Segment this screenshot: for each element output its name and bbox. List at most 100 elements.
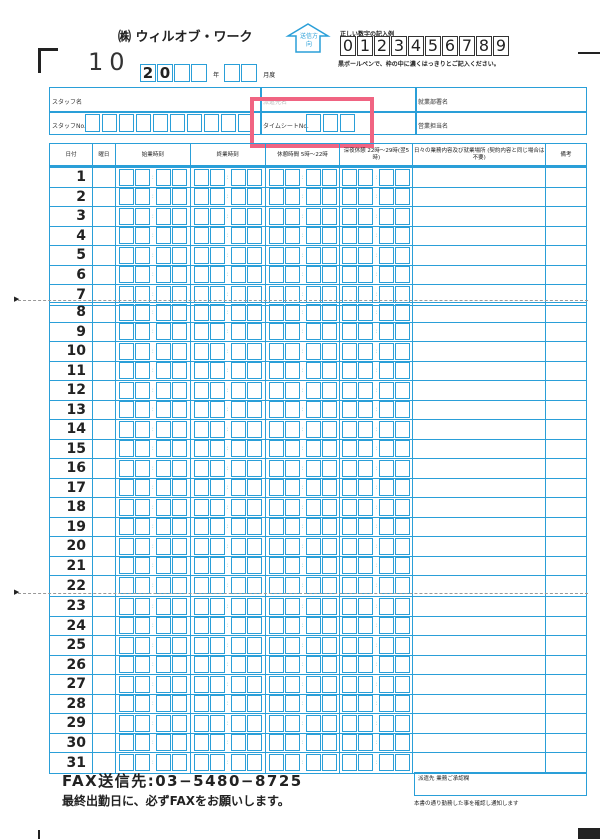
minute-box[interactable] [155,557,171,575]
hour-box[interactable] [193,362,209,380]
minute-box[interactable] [246,754,262,772]
hour-box[interactable] [284,675,300,693]
hour-box[interactable] [209,420,225,438]
weekday-cell[interactable] [93,361,116,380]
minute-box[interactable] [230,266,246,284]
hour-box[interactable] [118,381,134,399]
hour-box[interactable] [342,597,358,615]
remarks-cell[interactable] [546,207,586,226]
hour-box[interactable] [342,362,358,380]
hour-box[interactable] [358,754,374,772]
hour-box[interactable] [193,401,209,419]
hour-box[interactable] [268,617,284,635]
weekday-cell[interactable] [93,381,116,400]
minute-box[interactable] [171,537,187,555]
hour-box[interactable] [193,617,209,635]
work-details-cell[interactable] [413,265,547,284]
minute-box[interactable] [305,323,321,341]
minute-box[interactable] [379,537,395,555]
work-details-cell[interactable] [413,285,547,305]
minute-box[interactable] [395,303,411,321]
work-details-cell[interactable] [413,322,547,341]
hour-box[interactable] [358,459,374,477]
minute-box[interactable] [379,597,395,615]
minute-box[interactable] [171,656,187,674]
hour-box[interactable] [134,479,150,497]
hour-box[interactable] [118,597,134,615]
hour-box[interactable] [118,266,134,284]
hour-box[interactable] [118,636,134,654]
minute-box[interactable] [305,303,321,321]
minute-box[interactable] [305,479,321,497]
hour-box[interactable] [118,420,134,438]
hour-box[interactable] [284,440,300,458]
hour-box[interactable] [268,714,284,732]
work-details-cell[interactable] [413,342,547,361]
remarks-cell[interactable] [546,734,586,753]
hour-box[interactable] [209,401,225,419]
weekday-cell[interactable] [93,420,116,439]
hour-box[interactable] [358,617,374,635]
work-details-cell[interactable] [413,576,547,596]
minute-box[interactable] [171,420,187,438]
hour-box[interactable] [358,168,374,186]
minute-box[interactable] [321,323,337,341]
minute-box[interactable] [246,577,262,595]
hour-box[interactable] [358,479,374,497]
remarks-cell[interactable] [546,362,586,381]
hour-box[interactable] [134,557,150,575]
minute-box[interactable] [321,362,337,380]
minute-box[interactable] [379,381,395,399]
minute-box[interactable] [155,498,171,516]
minute-box[interactable] [230,246,246,264]
minute-box[interactable] [171,636,187,654]
hour-box[interactable] [342,636,358,654]
weekday-cell[interactable] [93,459,116,478]
remarks-cell[interactable] [546,753,586,773]
year-digit[interactable]: 2 [140,63,156,82]
hour-box[interactable] [268,440,284,458]
hour-box[interactable] [134,518,150,536]
staff-no-digit[interactable] [102,114,117,132]
minute-box[interactable] [395,557,411,575]
hour-box[interactable] [209,557,225,575]
minute-box[interactable] [246,518,262,536]
minute-box[interactable] [321,479,337,497]
hour-box[interactable] [268,381,284,399]
minute-box[interactable] [246,597,262,615]
work-details-cell[interactable] [413,675,547,694]
minute-box[interactable] [379,498,395,516]
work-details-cell[interactable] [413,556,547,575]
hour-box[interactable] [134,381,150,399]
minute-box[interactable] [395,597,411,615]
hour-box[interactable] [134,577,150,595]
minute-box[interactable] [155,323,171,341]
hour-box[interactable] [284,557,300,575]
staff-no-digit[interactable] [85,114,100,132]
minute-box[interactable] [305,617,321,635]
hour-box[interactable] [358,695,374,713]
minute-box[interactable] [395,401,411,419]
minute-box[interactable] [305,537,321,555]
minute-box[interactable] [305,577,321,595]
weekday-cell[interactable] [93,322,116,341]
hour-box[interactable] [268,303,284,321]
work-details-cell[interactable] [413,616,547,635]
remarks-cell[interactable] [546,695,586,714]
minute-box[interactable] [171,168,187,186]
hour-box[interactable] [284,636,300,654]
minute-box[interactable] [379,266,395,284]
minute-box[interactable] [379,754,395,772]
minute-box[interactable] [379,557,395,575]
minute-box[interactable] [155,381,171,399]
hour-box[interactable] [342,207,358,225]
minute-box[interactable] [305,459,321,477]
minute-box[interactable] [305,362,321,380]
minute-box[interactable] [230,420,246,438]
minute-box[interactable] [171,362,187,380]
hour-box[interactable] [342,303,358,321]
minute-box[interactable] [155,303,171,321]
minute-box[interactable] [395,675,411,693]
minute-box[interactable] [379,168,395,186]
hour-box[interactable] [209,323,225,341]
